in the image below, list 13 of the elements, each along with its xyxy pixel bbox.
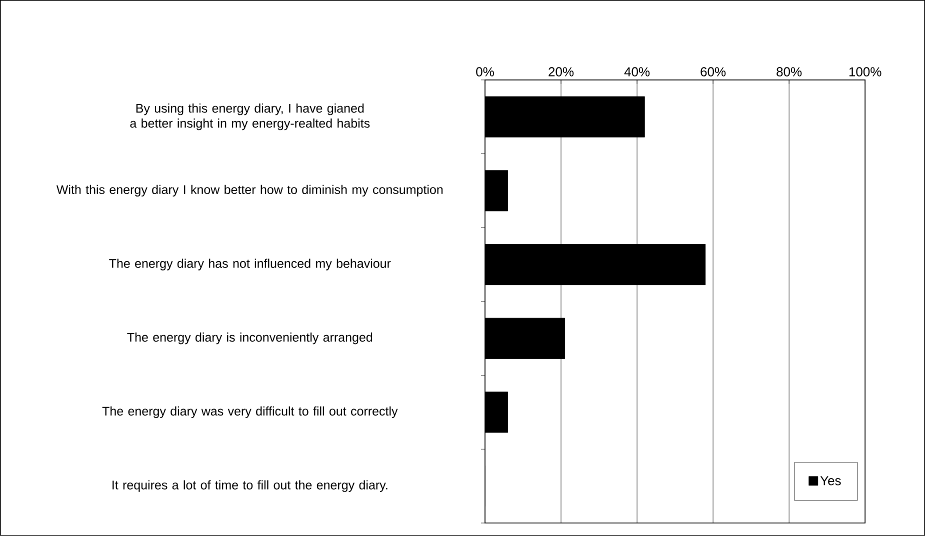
y-tick-label: It requires a lot of time to fill out the energy diary. — [112, 480, 388, 492]
x-tick-label: 60% — [700, 67, 726, 76]
y-tick-label: The energy diary was very difficult to fill out correctly — [102, 406, 398, 418]
y-tick-label: The energy diary has not influenced my behaviour — [109, 258, 391, 270]
y-tick-label: The energy diary is inconveniently arranged — [127, 332, 372, 344]
x-tick-label: 100% — [849, 67, 882, 76]
x-tick-label: 20% — [548, 67, 574, 76]
legend-label: Yes — [820, 476, 841, 486]
y-tick-label: By using this energy diary, I have gianed a better insight in my energy-realted habits — [130, 104, 370, 130]
y-tick-label: With this energy diary I know better how to diminish my consumption — [56, 184, 443, 197]
x-tick-label: 40% — [624, 67, 650, 76]
x-tick-label: 80% — [776, 67, 802, 76]
x-tick-label: 0% — [476, 67, 494, 76]
